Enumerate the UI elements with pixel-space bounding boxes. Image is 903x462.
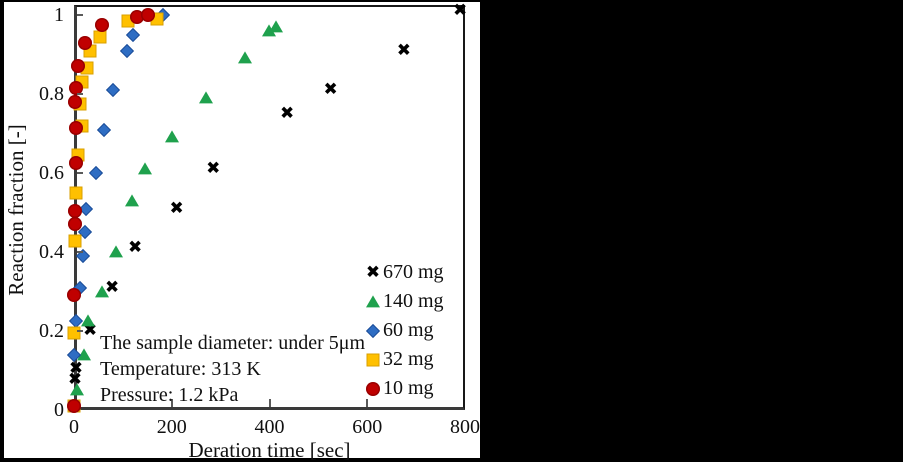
y-tick-label: 0.2 bbox=[39, 320, 64, 342]
data-point-60-mg bbox=[119, 43, 134, 58]
annotation-line-diameter: The sample diameter: under 5μm bbox=[100, 332, 366, 354]
legend-label: 670 mg bbox=[383, 261, 444, 283]
x-tick-mark bbox=[366, 399, 369, 407]
diamond-marker-icon bbox=[364, 322, 382, 340]
data-point-140-mg bbox=[81, 314, 96, 327]
data-point-10-mg bbox=[77, 35, 92, 50]
data-point-140-mg bbox=[238, 51, 253, 64]
data-point-670-mg: ✖ bbox=[279, 103, 295, 124]
data-point-140-mg bbox=[164, 130, 179, 143]
data-point-140-mg bbox=[94, 284, 109, 297]
data-point-670-mg: ✖ bbox=[452, 0, 468, 21]
data-point-140-mg bbox=[268, 20, 283, 33]
data-point-10-mg bbox=[68, 120, 83, 135]
y-tick-label: 0.8 bbox=[39, 83, 64, 105]
annotation-line-temperature: Temperature: 313 K bbox=[100, 358, 261, 380]
legend-item-140-mg: 140 mg bbox=[364, 287, 444, 316]
data-point-32-mg bbox=[68, 234, 82, 248]
data-point-32-mg bbox=[67, 326, 81, 340]
x-axis-title: Deration time [sec] bbox=[188, 438, 351, 462]
x-tick-label: 800 bbox=[450, 416, 480, 438]
data-point-10-mg bbox=[94, 17, 109, 32]
data-point-670-mg: ✖ bbox=[68, 358, 84, 379]
data-point-32-mg bbox=[69, 186, 83, 200]
x-marker-icon: ✖ bbox=[365, 262, 381, 282]
legend-item-10-mg: 10 mg bbox=[364, 374, 444, 403]
data-point-140-mg bbox=[138, 162, 153, 175]
legend-item-60-mg: 60 mg bbox=[364, 316, 444, 345]
y-tick-label: 0 bbox=[54, 399, 64, 421]
y-tick-label: 0.6 bbox=[39, 162, 64, 184]
data-point-670-mg: ✖ bbox=[127, 237, 143, 258]
triangle-marker-icon bbox=[364, 293, 382, 311]
data-point-10-mg bbox=[67, 399, 81, 414]
annotation-line-pressure: Pressure: 1.2 kPa bbox=[100, 384, 239, 406]
data-point-10-mg bbox=[67, 203, 82, 218]
x-tick-mark bbox=[170, 399, 173, 407]
y-tick-mark bbox=[77, 14, 83, 16]
data-point-140-mg bbox=[198, 91, 213, 104]
x-tick-label: 200 bbox=[156, 416, 187, 438]
data-point-10-mg bbox=[68, 81, 83, 96]
data-point-60-mg bbox=[106, 82, 121, 98]
data-point-670-mg: ✖ bbox=[169, 198, 184, 219]
data-point-140-mg bbox=[70, 383, 85, 396]
legend-label: 60 mg bbox=[383, 319, 434, 341]
y-tick-mark bbox=[77, 330, 83, 332]
legend-item-32-mg: 32 mg bbox=[364, 345, 444, 374]
data-point-60-mg bbox=[88, 165, 103, 181]
x-tick-label: 400 bbox=[254, 416, 285, 438]
data-point-140-mg bbox=[77, 348, 92, 361]
data-point-32-mg bbox=[93, 30, 107, 44]
data-point-10-mg bbox=[67, 94, 82, 109]
data-point-140-mg bbox=[108, 245, 123, 258]
legend-label: 140 mg bbox=[383, 290, 444, 312]
data-point-10-mg bbox=[71, 59, 86, 74]
chart-figure: ✖ ✖ ✖ ✖ ✖ ✖ ✖ ✖ ✖ ✖ ✖ 0 0.2 0.4 0.6 0.8 1 0 200 400 600 800… bbox=[4, 0, 480, 462]
data-point-670-mg: ✖ bbox=[323, 79, 338, 100]
data-point-60-mg bbox=[126, 27, 141, 42]
legend-item-670-mg: ✖ 670 mg bbox=[364, 258, 444, 287]
data-point-60-mg bbox=[97, 122, 112, 137]
y-tick-label: 0.4 bbox=[39, 241, 64, 263]
y-axis-title: Reaction fraction [-] bbox=[4, 124, 28, 296]
data-point-670-mg: ✖ bbox=[206, 158, 221, 179]
legend-label: 10 mg bbox=[383, 377, 434, 399]
plot-frame bbox=[74, 5, 465, 410]
circle-marker-icon bbox=[364, 380, 382, 398]
data-point-10-mg bbox=[67, 288, 82, 303]
y-tick-mark bbox=[77, 93, 83, 95]
x-tick-label: 600 bbox=[352, 416, 383, 438]
legend-label: 32 mg bbox=[383, 348, 434, 370]
y-tick-label: 1 bbox=[54, 4, 64, 26]
data-point-140-mg bbox=[124, 194, 139, 207]
x-tick-mark bbox=[268, 399, 271, 407]
data-point-10-mg bbox=[141, 8, 156, 22]
y-tick-mark bbox=[77, 251, 83, 253]
data-point-670-mg: ✖ bbox=[396, 40, 412, 61]
y-tick-mark bbox=[77, 172, 83, 174]
data-point-10-mg bbox=[67, 217, 82, 232]
legend: ✖ 670 mg 140 mg 60 mg 32 mg 10 mg bbox=[364, 258, 444, 403]
annotation-block: The sample diameter: under 5μm Temperatu… bbox=[100, 330, 365, 408]
square-marker-icon bbox=[364, 351, 382, 369]
data-point-10-mg bbox=[68, 156, 83, 171]
data-point-10-mg bbox=[129, 9, 144, 24]
plot-points: ✖ ✖ ✖ ✖ ✖ ✖ ✖ ✖ ✖ ✖ ✖ bbox=[66, 0, 468, 414]
x-tick-label: 0 bbox=[69, 416, 79, 438]
